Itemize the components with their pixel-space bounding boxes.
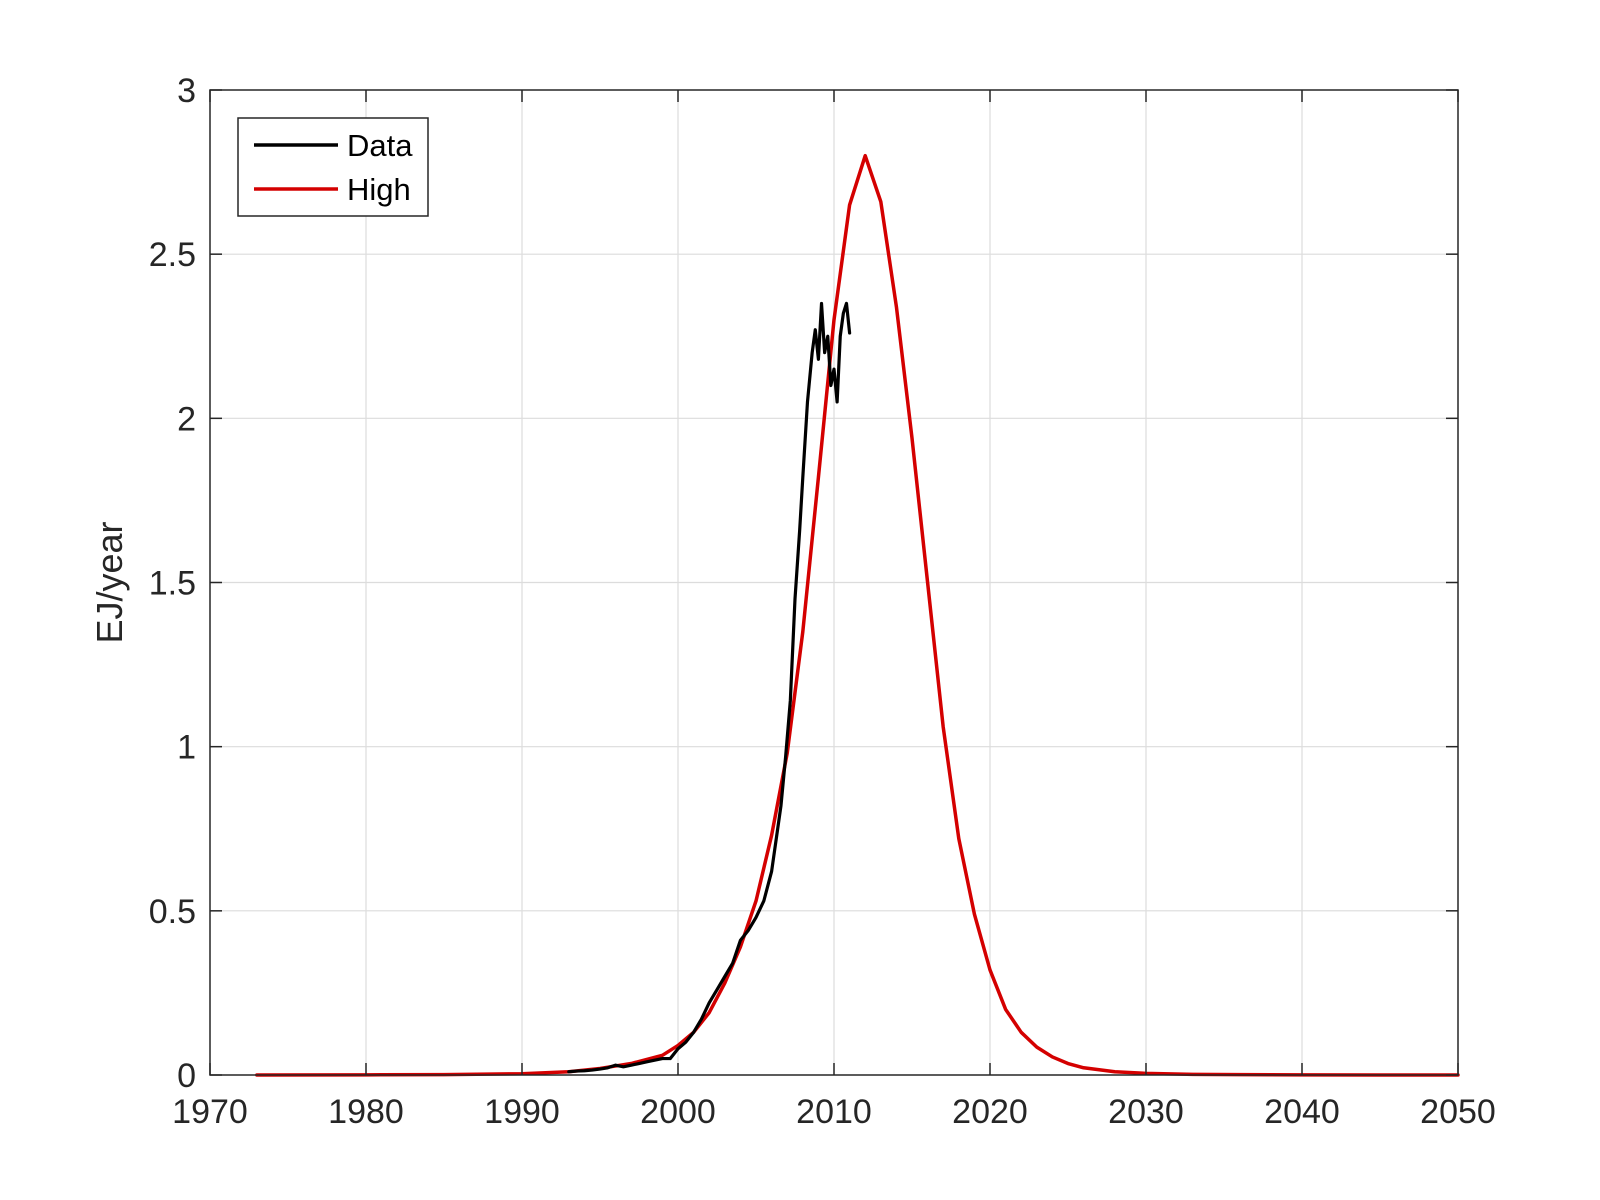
axis-ticks xyxy=(209,89,1459,1076)
x-tick-label: 2030 xyxy=(1108,1093,1184,1131)
x-tick-label: 2010 xyxy=(796,1093,872,1131)
legend-label-data: Data xyxy=(347,128,413,163)
x-tick-labels: 1970 1980 1990 2000 2010 2020 2030 2040 2050 xyxy=(172,1093,1496,1131)
y-tick-label: 2.5 xyxy=(149,236,196,274)
legend: Data High xyxy=(237,117,429,217)
x-tick-label: 2040 xyxy=(1264,1093,1340,1131)
series-layer xyxy=(255,153,1460,1077)
x-tick-label: 2020 xyxy=(952,1093,1028,1131)
y-tick-label: 1 xyxy=(177,729,196,767)
y-tick-label: 0 xyxy=(177,1057,196,1095)
x-tick-label: 2000 xyxy=(640,1093,716,1131)
series-line-high xyxy=(255,153,1460,1077)
y-tick-label: 1.5 xyxy=(149,565,196,603)
y-axis-label: EJ/year xyxy=(89,521,130,643)
x-tick-label: 1970 xyxy=(172,1093,248,1131)
legend-label-high: High xyxy=(347,172,411,207)
legend-box xyxy=(237,117,429,217)
series-line-data xyxy=(567,301,852,1074)
y-tick-labels: 0 0.5 1 1.5 2 2.5 3 xyxy=(149,72,196,1095)
x-tick-label: 1980 xyxy=(328,1093,404,1131)
y-tick-label: 2 xyxy=(177,400,196,438)
grid-lines xyxy=(210,90,1458,1075)
x-tick-label: 1990 xyxy=(484,1093,560,1131)
y-tick-label: 3 xyxy=(177,72,196,110)
y-tick-label: 0.5 xyxy=(149,893,196,931)
x-tick-label: 2050 xyxy=(1420,1093,1496,1131)
